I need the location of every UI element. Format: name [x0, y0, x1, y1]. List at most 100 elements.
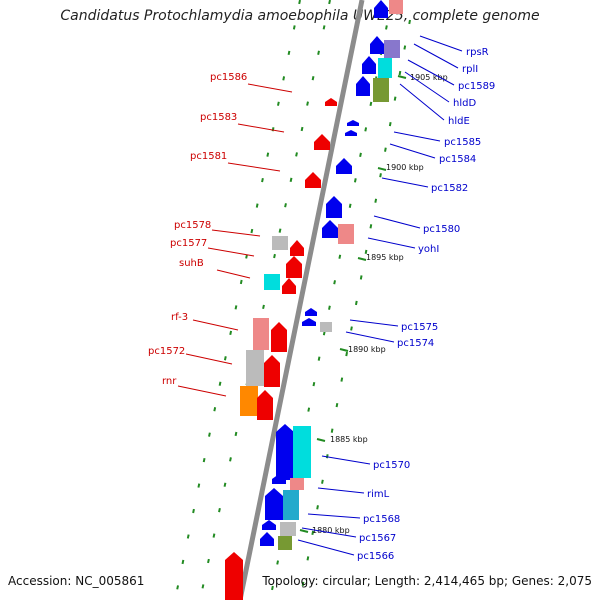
forward-gene-leader-2 — [407, 59, 455, 86]
reverse-gene-label-4: pc1577 — [170, 238, 207, 249]
forward-gene-leader-7 — [381, 177, 429, 188]
ruler-tick-4 — [316, 438, 326, 442]
forward-gene-label-13: rimL — [367, 489, 390, 500]
forward-gene-label-8: pc1580 — [423, 224, 460, 235]
reverse-gene-label-3: pc1578 — [174, 220, 211, 231]
forward-gene-leader-1 — [413, 43, 459, 69]
reverse-gene-label-8: rnr — [162, 376, 177, 387]
genome-backbone — [237, 0, 365, 600]
forward-gene-leader-10 — [349, 319, 399, 327]
forward-gene-label-2: pc1589 — [458, 81, 495, 92]
reverse-gene-leader-5 — [216, 269, 251, 279]
forward-gene-leader-15 — [301, 527, 357, 538]
forward-gene-leader-16 — [297, 539, 355, 556]
gene-feature-34 — [272, 474, 286, 484]
ruler-label-1: 1900 kbp — [386, 163, 424, 172]
ruler-tick-5 — [299, 529, 309, 533]
forward-gene-leader-9 — [367, 237, 416, 249]
reverse-gene-leader-7 — [185, 353, 233, 365]
gene-feature-18 — [290, 240, 304, 256]
forward-gene-leader-14 — [307, 513, 361, 519]
accession-label: Accession: NC_005861 — [8, 574, 145, 588]
gene-feature-5 — [378, 58, 392, 78]
forward-gene-leader-0 — [419, 35, 463, 52]
gene-feature-15 — [322, 220, 338, 238]
ruler-label-2: 1895 kbp — [366, 253, 404, 262]
forward-gene-leader-3 — [404, 71, 450, 103]
gene-feature-11 — [314, 134, 330, 150]
reverse-gene-leader-6 — [192, 319, 239, 331]
gene-feature-29 — [240, 386, 258, 416]
ruler-tick-3 — [339, 348, 349, 352]
gene-feature-22 — [305, 308, 317, 316]
tick-track-3 — [299, 19, 411, 600]
reverse-gene-leader-1 — [237, 123, 285, 133]
forward-gene-label-4: hldE — [448, 116, 470, 127]
ruler-label-3: 1890 kbp — [348, 345, 386, 354]
ruler-label-4: 1885 kbp — [330, 435, 368, 444]
gene-feature-40 — [278, 536, 292, 550]
gene-feature-21 — [282, 278, 296, 294]
gene-feature-14 — [326, 196, 342, 218]
gene-feature-33 — [290, 478, 304, 490]
forward-gene-leader-8 — [373, 215, 421, 229]
reverse-gene-leader-8 — [177, 385, 227, 397]
gene-feature-27 — [246, 350, 264, 386]
gene-feature-16 — [338, 224, 354, 244]
reverse-gene-leader-4 — [207, 247, 255, 257]
gene-feature-32 — [293, 426, 311, 478]
forward-gene-label-1: rplI — [462, 64, 478, 75]
gene-feature-6 — [356, 76, 370, 96]
forward-gene-label-12: pc1570 — [373, 460, 410, 471]
ruler-label-5: 1880 kbp — [312, 526, 350, 535]
gene-feature-38 — [280, 522, 296, 536]
gene-feature-12 — [305, 172, 321, 188]
reverse-gene-label-0: pc1586 — [210, 72, 247, 83]
forward-gene-label-9: yohI — [418, 244, 439, 255]
forward-gene-label-6: pc1584 — [439, 154, 476, 165]
ruler-tick-2 — [357, 257, 367, 261]
forward-gene-label-7: pc1582 — [431, 183, 468, 194]
forward-gene-leader-12 — [321, 455, 371, 465]
reverse-gene-leader-0 — [247, 83, 293, 93]
gene-feature-7 — [373, 78, 389, 102]
gene-feature-8 — [347, 120, 359, 126]
forward-gene-label-10: pc1575 — [401, 322, 438, 333]
reverse-gene-label-1: pc1583 — [200, 112, 237, 123]
reverse-gene-leader-3 — [211, 229, 261, 237]
gene-feature-24 — [320, 322, 332, 332]
gene-feature-25 — [253, 318, 269, 350]
gene-feature-31 — [276, 424, 294, 480]
gene-feature-3 — [384, 40, 400, 58]
forward-gene-label-5: pc1585 — [444, 137, 481, 148]
gene-feature-36 — [283, 490, 299, 520]
gene-feature-23 — [302, 318, 316, 326]
gene-feature-26 — [271, 322, 287, 352]
reverse-gene-leader-2 — [227, 162, 281, 172]
gene-feature-2 — [370, 36, 384, 54]
forward-gene-leader-11 — [345, 331, 395, 343]
forward-gene-leader-4 — [399, 83, 445, 121]
topology-label: Topology: circular; Length: 2,414,465 bp… — [262, 574, 592, 588]
gene-feature-13 — [336, 158, 352, 174]
gene-feature-35 — [265, 488, 283, 520]
gene-feature-30 — [257, 390, 273, 420]
gene-feature-28 — [264, 355, 280, 387]
forward-gene-label-14: pc1568 — [363, 514, 400, 525]
forward-gene-leader-6 — [389, 143, 436, 159]
ruler-label-0: 1905 kbp — [410, 73, 448, 82]
gene-feature-1 — [389, 0, 403, 14]
gene-feature-39 — [260, 532, 274, 546]
gene-feature-37 — [262, 520, 276, 530]
reverse-gene-label-6: rf-3 — [171, 312, 188, 323]
forward-gene-label-15: pc1567 — [359, 533, 396, 544]
forward-gene-label-0: rpsR — [466, 47, 489, 58]
map-title: Candidatus Protochlamydia amoebophila UW… — [60, 8, 540, 24]
forward-gene-label-11: pc1574 — [397, 338, 434, 349]
forward-gene-label-3: hldD — [453, 98, 476, 109]
forward-gene-leader-13 — [317, 487, 365, 494]
reverse-gene-label-5: suhB — [179, 258, 204, 269]
gene-feature-9 — [345, 130, 357, 136]
